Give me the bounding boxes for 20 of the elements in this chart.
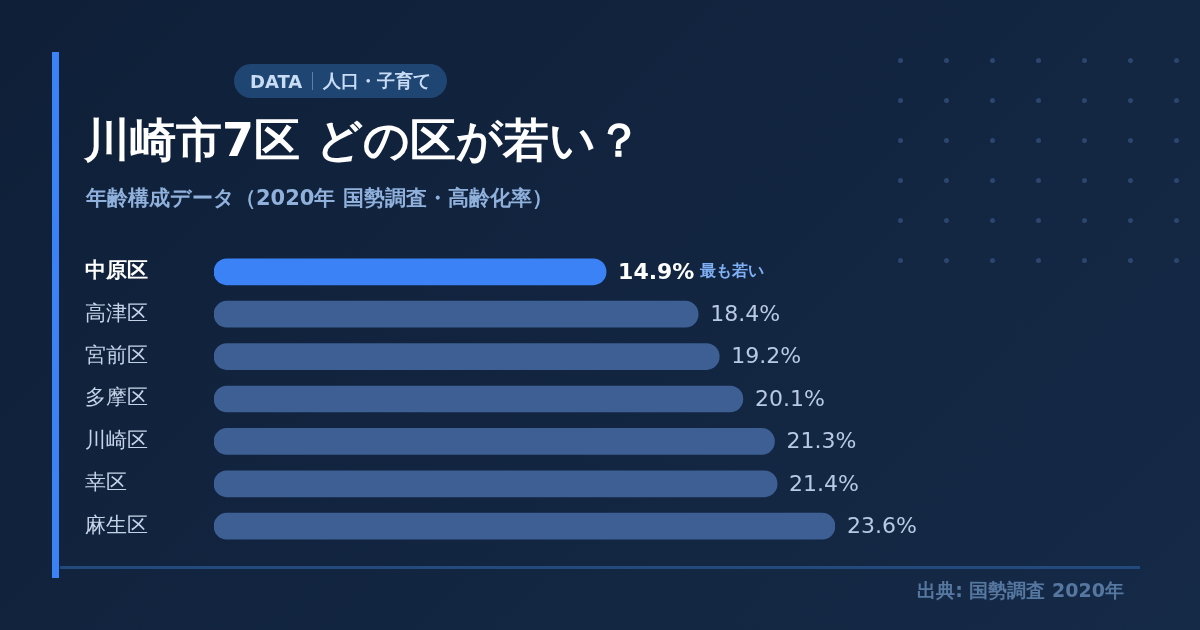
y-tick-label: 宮前区: [85, 343, 148, 368]
data-label: 23.6%: [847, 512, 917, 538]
text: 人口・子育て: [323, 69, 432, 93]
y-tick-label: 麻生区: [85, 512, 148, 537]
data-label: 20.1%: [754, 385, 825, 411]
text: DATA: [250, 70, 303, 92]
annotation: 最も若い: [699, 260, 765, 280]
y-tick-label: 多摩区: [85, 385, 148, 410]
data-label: 21.3%: [786, 428, 857, 454]
chart-subtitle: 年齢構成データ（2020年 国勢調査・高齢化率）: [86, 185, 553, 212]
chart-title: 川崎市7区 どの区が若い？: [84, 112, 643, 169]
y-tick-label: 幸区: [85, 470, 127, 495]
y-tick-label: 中原区: [85, 258, 148, 283]
data-label: 18.4%: [710, 300, 781, 326]
source-note: 出典: 国勢調査 2020年: [917, 578, 1124, 603]
y-tick-label: 川崎区: [85, 427, 148, 452]
data-label: 14.9%: [618, 258, 695, 284]
data-label: 19.2%: [731, 343, 802, 369]
data-label: 21.4%: [789, 470, 859, 496]
y-tick-label: 高津区: [85, 300, 148, 325]
